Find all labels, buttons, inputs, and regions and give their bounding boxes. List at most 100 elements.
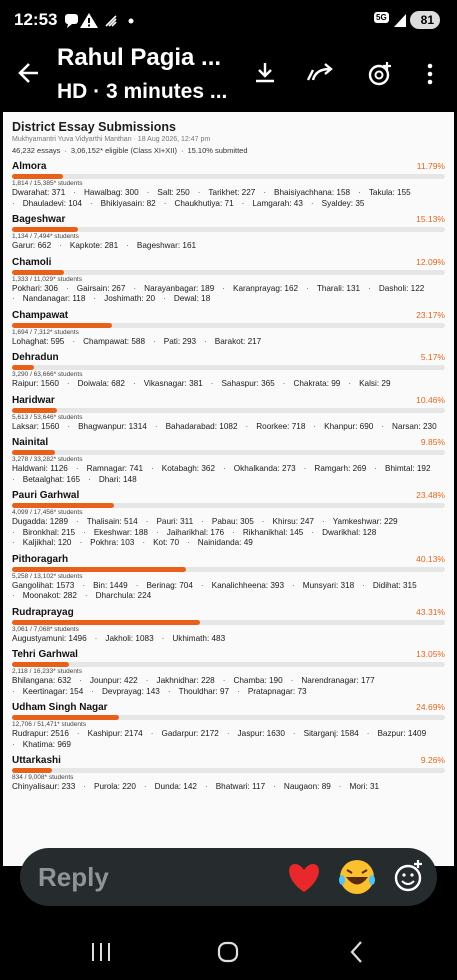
district-percent: 13.05%: [416, 649, 445, 659]
block-list: Gangolihat: 1573 Bin: 1449 Berinag: 704 Kan…: [12, 581, 445, 602]
block-count: Joshimath: 20: [93, 294, 155, 305]
block-count: Khanpur: 690: [313, 422, 373, 433]
student-count: 1,134 / 7,494* students: [12, 233, 79, 240]
district-header: Haridwar 10.46%: [12, 394, 445, 407]
block-count: Champawat: 588: [72, 337, 145, 348]
district-name: Rudraprayag: [12, 606, 74, 618]
status-icons: [65, 13, 134, 28]
student-count: 12,706 / 51,471* students: [12, 721, 87, 728]
student-count: 1,333 / 11,029* students: [12, 275, 82, 283]
district-percent: 23.17%: [416, 309, 445, 320]
block-list: Pokhari: 306 Gairsain: 267 Narayanbagar: 1…: [12, 284, 445, 305]
district-header: Chamoli 12.09%: [12, 256, 445, 269]
block-count: Narsan: 230: [381, 422, 437, 433]
block-count: Purola: 220: [83, 782, 136, 793]
block-count: Doiwala: 682: [67, 379, 125, 390]
student-count: 3,278 / 33,282* students: [12, 456, 83, 463]
district: Almora 11.79% 1,814 / 15,385* students Dwar…: [12, 160, 445, 209]
document-subtitle: Mukhyamantri Yuva Vidyarthi Manthan · 18…: [12, 136, 211, 143]
block-count: Ekeshwar: 188: [83, 528, 148, 539]
block-count: Keertinagar: 154: [12, 687, 84, 698]
district-name: Udham Singh Nagar: [12, 702, 108, 713]
block-count: Bhilangana: 632: [12, 676, 72, 685]
block-count: Kotabagh: 362: [151, 464, 215, 475]
header-actions[interactable]: [253, 60, 443, 88]
district-header: Dehradun 5.17%: [12, 351, 445, 364]
battery: 81: [410, 11, 440, 29]
district-name: Almora: [12, 161, 47, 172]
block-count: Bahadarabad: 1082: [155, 422, 238, 433]
chat-title: Rahul Pagia ...: [57, 44, 222, 71]
district: Rudraprayag 43.31% 3,061 / 7,068* students…: [12, 606, 445, 645]
back-button[interactable]: [16, 60, 42, 86]
block-list: Dugadda: 1289 Thalisain: 514 Pauri: 311 Pab…: [12, 517, 445, 549]
district: Uttarkashi 9.26% 834 / 9,008* students Chin…: [12, 754, 445, 793]
district-percent: 9.85%: [420, 437, 445, 447]
district: Udham Singh Nagar 24.69% 12,706 / 51,471* …: [12, 701, 445, 750]
block-count: Jakhnidhar: 228: [146, 676, 214, 687]
student-count: 5,613 / 53,646* students: [12, 413, 83, 421]
block-count: Kot: 70: [142, 538, 179, 549]
district-header: Pauri Garhwal 23.48%: [12, 489, 445, 502]
student-count: 1,814 / 15,385* students: [12, 180, 83, 187]
progress-bar: [12, 450, 55, 455]
district: Haridwar 10.46% 5,613 / 53,646* students La…: [12, 394, 445, 433]
block-count: Chaukhutiya: 71: [164, 199, 233, 210]
progress-bar: [12, 174, 64, 179]
progress-bar: [12, 662, 69, 667]
progress-bar: [12, 407, 58, 413]
block-list: Dwarahat: 371 Hawalbag: 300 Salt: 250 Tarik…: [12, 188, 445, 209]
block-count: Thouldhar: 97: [168, 687, 230, 698]
district: Chamoli 12.09% 1,333 / 11,029* students Pok…: [12, 256, 445, 305]
block-count: Berinag: 704: [136, 581, 192, 592]
block-count: Syaldey: 35: [311, 199, 365, 210]
block-count: Lamgarah: 43: [242, 199, 303, 210]
block-count: Barakot: 217: [204, 337, 261, 348]
district-header: Almora 11.79%: [12, 160, 445, 173]
block-count: Sahaspur: 365: [211, 379, 274, 390]
block-count: Kalsi: 29: [348, 379, 390, 390]
block-count: Pauri: 311: [146, 517, 193, 528]
block-count: Pokhari: 306: [12, 283, 58, 293]
block-count: Betaalghat: 165: [12, 475, 80, 486]
district-percent: 43.31%: [416, 606, 445, 617]
progress-bar: [12, 269, 65, 275]
district-percent: 23.48%: [416, 490, 445, 500]
district-name: Pithoragarh: [12, 553, 69, 565]
block-count: Munsyari: 318: [292, 581, 354, 592]
district-percent: 15.13%: [416, 214, 445, 224]
block-count: Didihat: 315: [362, 581, 417, 592]
nav-bar[interactable]: [0, 935, 457, 970]
district-percent: 5.17%: [420, 352, 445, 362]
reactions[interactable]: [284, 856, 434, 898]
stat: 46,232 essays: [12, 146, 61, 155]
signal-icon: [394, 14, 406, 27]
block-count: Kashipur: 2174: [77, 729, 143, 740]
block-count: Rikhanikhal: 145: [232, 528, 304, 539]
block-count: Tharali: 131: [306, 284, 360, 295]
progress-track: [12, 227, 445, 232]
district-name: Pauri Garhwal: [12, 490, 80, 501]
block-count: Kanalichheena: 393: [201, 581, 284, 592]
block-count: Laksar: 1560: [12, 421, 60, 431]
block-count: Pati: 293: [153, 337, 196, 348]
block-count: Gadarpur: 2172: [151, 729, 218, 740]
block-list: Augustyamuni: 1496 Jakholi: 1083 Ukhimath:…: [12, 634, 445, 645]
block-count: Okhalkanda: 273: [223, 464, 296, 475]
district-name: Tehri Garhwal: [12, 649, 78, 660]
block-count: Jaspur: 1630: [227, 729, 285, 740]
stat: 15.10% submitted: [177, 145, 247, 156]
district-name: Chamoli: [12, 256, 52, 268]
block-list: Lohaghat: 595 Champawat: 588 Pati: 293 Bara…: [12, 337, 445, 348]
reply-placeholder[interactable]: Reply: [38, 862, 109, 892]
block-count: Hawalbag: 300: [73, 188, 139, 199]
block-count: Naugaon: 89: [273, 782, 331, 793]
progress-track: [12, 715, 445, 720]
progress-track: [12, 174, 445, 179]
block-count: Dugadda: 1289: [12, 517, 68, 526]
block-list: Bhilangana: 632 Jounpur: 422 Jakhnidhar: 2…: [12, 676, 445, 697]
progress-track: [12, 450, 445, 455]
progress-track: [12, 662, 445, 667]
block-count: Khirsu: 247: [262, 517, 314, 528]
block-count: Chinyalisaur: 233: [12, 782, 76, 791]
